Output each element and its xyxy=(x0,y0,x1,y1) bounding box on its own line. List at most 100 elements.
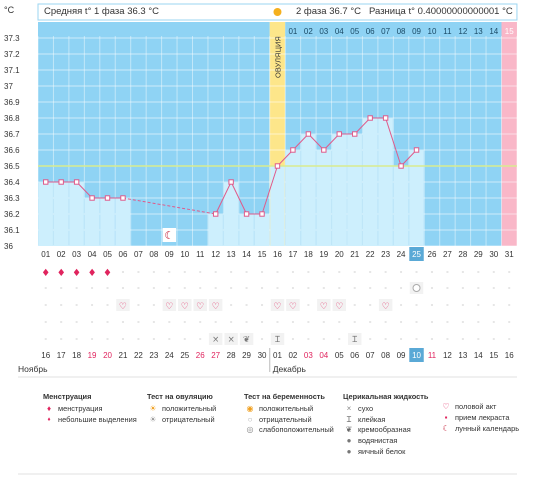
cell-dot xyxy=(430,287,433,289)
phase2-day-label: 12 xyxy=(458,27,467,36)
temperature-point xyxy=(259,211,265,217)
cell-dot xyxy=(137,287,140,289)
cell-dot xyxy=(400,321,403,323)
month-label-1: Ноябрь xyxy=(18,364,48,374)
mucus-cell xyxy=(348,333,362,345)
creamy-icon: ❦ xyxy=(345,425,353,435)
dry-icon: × xyxy=(228,335,235,345)
legend-item: ● яичный белок xyxy=(343,447,428,458)
calendar-date: 25 xyxy=(180,351,189,360)
legend-label: отрицательный xyxy=(259,414,312,424)
temperature-bar xyxy=(378,118,393,246)
cell-dot xyxy=(384,287,387,289)
temperature-bar xyxy=(409,150,424,246)
cell-dot xyxy=(338,287,341,289)
cell-dot xyxy=(106,304,109,306)
legend-pregnancy-test: Тест на беременность ◉ положительный ○ отр… xyxy=(244,392,334,436)
cell-dot xyxy=(121,271,124,273)
temperature-point xyxy=(305,131,312,137)
cell-dot xyxy=(430,271,433,273)
temperature-difference: Разница t° 0.40000000000001 °C xyxy=(369,4,513,20)
temperature-point xyxy=(243,211,250,217)
y-tick-label: 37.2 xyxy=(4,50,20,59)
cell-dot xyxy=(384,271,387,273)
temperature-bar xyxy=(53,182,69,246)
legend-item: × сухо xyxy=(343,404,428,415)
cell-dot xyxy=(199,338,202,340)
cycle-day-label: 03 xyxy=(72,250,81,259)
calendar-date: 12 xyxy=(443,351,452,360)
pill-icon: ▪ xyxy=(444,412,448,422)
cycle-day-label: 22 xyxy=(366,250,375,259)
cycle-day-label: 30 xyxy=(489,250,498,259)
cycle-day-label: 27 xyxy=(443,250,452,259)
cell-dot xyxy=(446,304,449,306)
temperature-point xyxy=(228,179,234,185)
cell-dot xyxy=(415,271,418,273)
ovulation-test-icon xyxy=(412,284,421,292)
cell-dot xyxy=(508,338,511,340)
intercourse-cell xyxy=(162,299,177,311)
intercourse-cell xyxy=(317,299,331,311)
cell-dot xyxy=(307,338,310,340)
month-label-2: Декабрь xyxy=(273,364,307,374)
watery-icon: ● xyxy=(346,436,352,446)
calendar-date: 11 xyxy=(428,351,437,360)
y-tick-label: 36.1 xyxy=(4,226,20,235)
phase2-day-label: 09 xyxy=(412,27,421,36)
y-tick-label: 36.3 xyxy=(4,194,20,203)
cell-dot xyxy=(91,287,94,289)
temperature-bar xyxy=(100,198,115,246)
egg-white-icon: ● xyxy=(346,446,352,456)
cell-dot xyxy=(415,321,418,323)
cell-dot xyxy=(276,287,279,289)
heart-icon: ♡ xyxy=(320,302,328,312)
phase2-day-label: 11 xyxy=(443,27,452,36)
calendar-date: 18 xyxy=(72,351,81,360)
ovulation-label: ОВУЛЯЦИЯ xyxy=(273,36,282,78)
menstruation-icon: ♦ xyxy=(41,268,50,279)
cell-dot xyxy=(461,304,464,306)
calendar-date: 02 xyxy=(288,351,297,360)
cell-dot xyxy=(152,338,155,340)
cell-dot xyxy=(492,321,495,323)
cell-dot xyxy=(261,338,264,340)
legend-label: положительный xyxy=(162,403,217,413)
legend-label: лунный календарь xyxy=(455,423,520,433)
temperature-point xyxy=(212,211,219,217)
cell-dot xyxy=(322,321,325,323)
phase2-day-label: 13 xyxy=(474,27,483,36)
cycle-day-label: 18 xyxy=(304,250,313,259)
phase2-day-label: 04 xyxy=(335,27,344,36)
cell-dot xyxy=(137,304,140,306)
legend-label: менструация xyxy=(58,403,103,413)
y-tick-label: 36.4 xyxy=(4,178,20,187)
legend-menstruation: Менструация ♦ менструация ♦ небольшие выде… xyxy=(43,392,137,425)
legend-label: клейкая xyxy=(358,414,386,424)
sun-positive-icon: ☀ xyxy=(149,403,157,413)
legend-label: половой акт xyxy=(455,402,497,411)
cell-dot xyxy=(384,321,387,323)
calendar-date: 19 xyxy=(88,351,97,360)
legend-item: ☾ лунный календарь xyxy=(440,424,519,435)
circle-negative-icon: ○ xyxy=(247,414,253,424)
legend-label: отрицательный xyxy=(162,414,215,424)
phase2-day-label: 02 xyxy=(304,27,313,36)
cell-dot xyxy=(261,287,264,289)
moon-cell xyxy=(162,228,177,242)
phase2-day-label: 03 xyxy=(319,27,328,36)
cell-dot xyxy=(446,271,449,273)
cell-dot xyxy=(230,287,233,289)
cell-dot xyxy=(461,287,464,289)
legend-item: ☀ отрицательный xyxy=(147,415,216,426)
menstruation-icon: ♦ xyxy=(72,268,81,279)
cell-dot xyxy=(492,304,495,306)
temperature-point xyxy=(336,131,342,137)
calendar-date: 01 xyxy=(273,351,282,360)
cell-dot xyxy=(121,321,124,323)
diff-label: Разница t° xyxy=(369,6,415,17)
phase2-day-label: 08 xyxy=(397,27,406,36)
cell-dot xyxy=(44,271,47,273)
cell-dot xyxy=(307,321,310,323)
